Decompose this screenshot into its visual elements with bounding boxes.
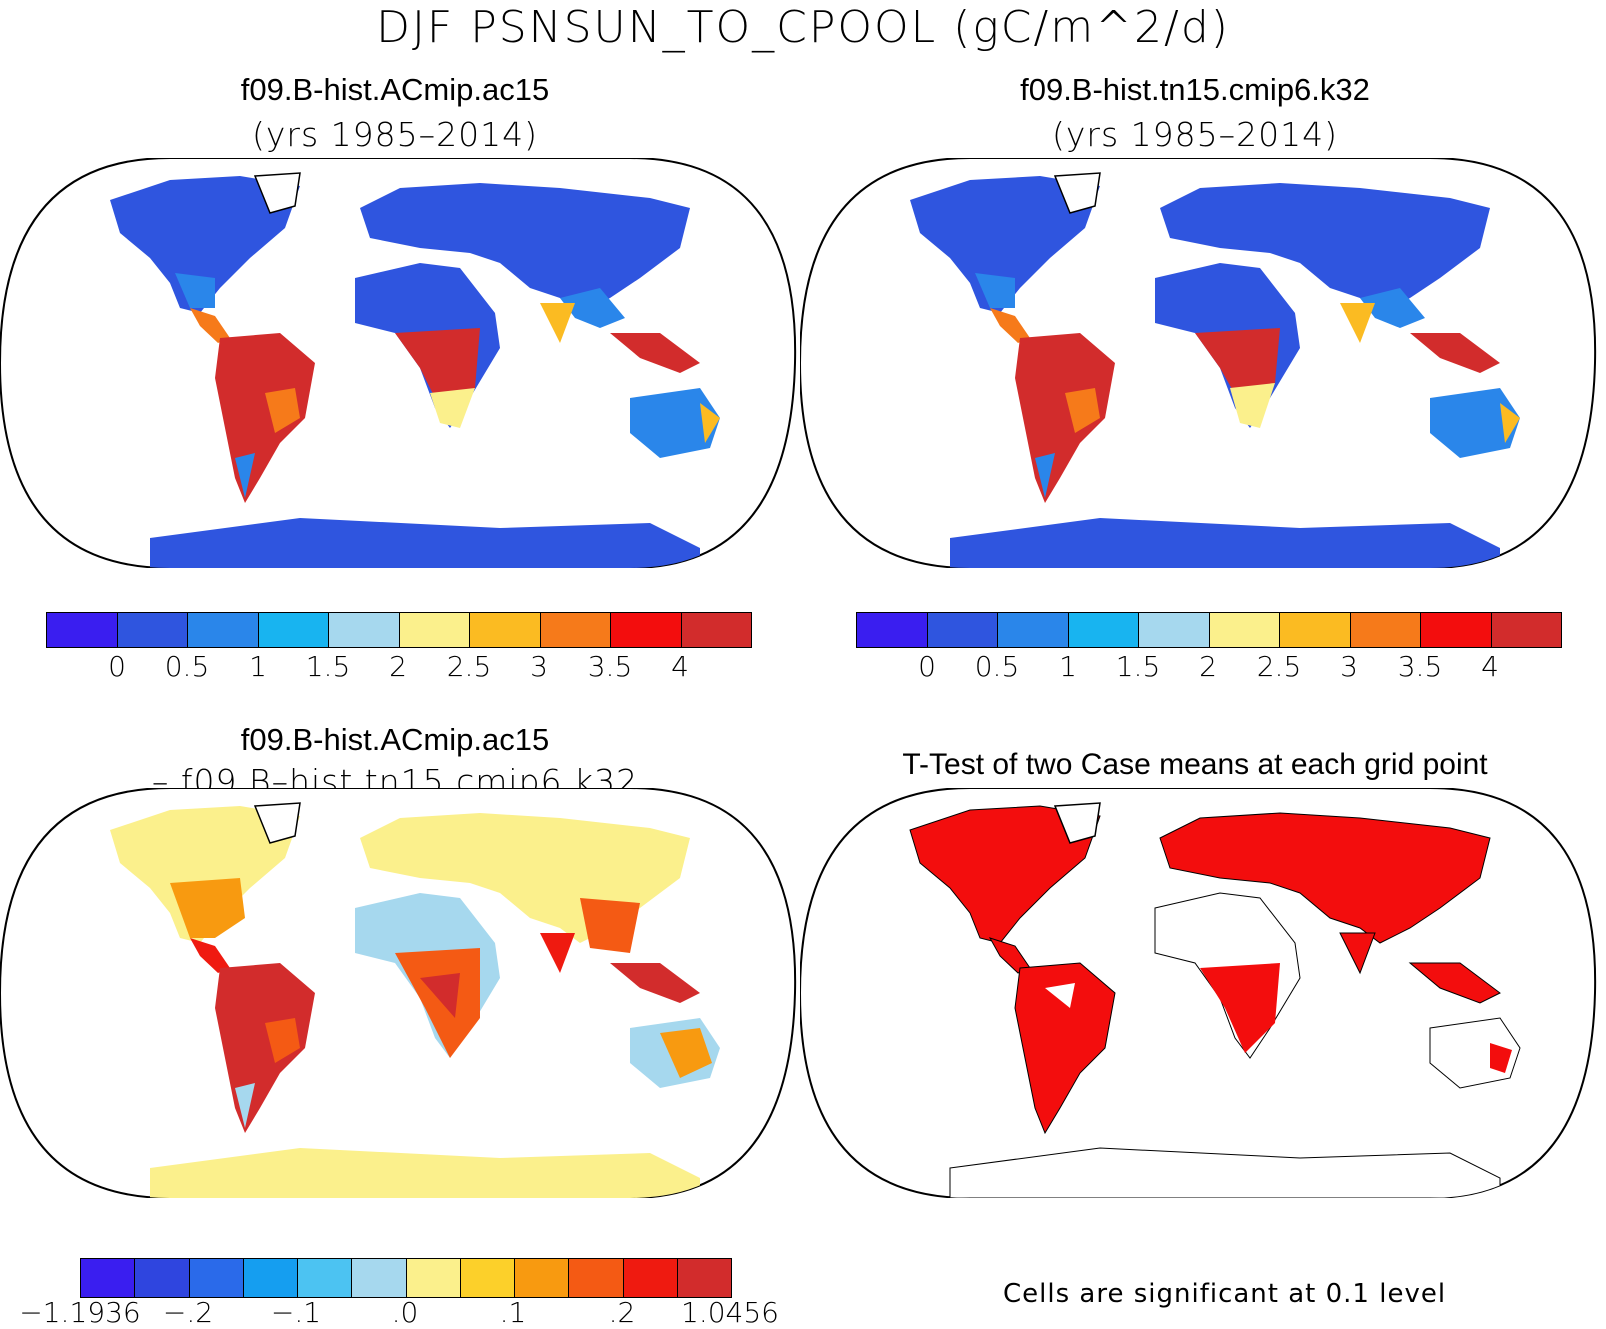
colorbar-tick: 2 xyxy=(1199,650,1217,683)
colorbar-swatch xyxy=(1421,613,1492,647)
colorbar-tick: 0.5 xyxy=(974,650,1020,683)
colorbar-swatch xyxy=(470,613,541,647)
colorbar-tick: 1.5 xyxy=(1115,650,1161,683)
panel-subtitle-top-right: (yrs 1985–2014) xyxy=(1052,115,1338,154)
colorbar-tick: 4 xyxy=(1481,650,1499,683)
colorbar-swatch xyxy=(135,1259,190,1297)
colorbar-tick: 3.5 xyxy=(587,650,633,683)
colorbar-swatch xyxy=(189,1259,244,1297)
colorbar-swatch xyxy=(998,613,1069,647)
colorbar-swatch xyxy=(611,613,682,647)
colorbar-swatch xyxy=(623,1259,678,1297)
colorbar-tick: −.2 xyxy=(162,1296,214,1329)
panel-subtitle-top-left: (yrs 1985–2014) xyxy=(252,115,538,154)
colorbar-bottom-left xyxy=(80,1258,732,1298)
colorbar-tick: .0 xyxy=(391,1296,419,1329)
colorbar-swatch xyxy=(540,613,611,647)
colorbar-top-left xyxy=(46,612,752,648)
colorbar-tick: 2.5 xyxy=(446,650,492,683)
colorbar-swatch xyxy=(47,613,118,647)
colorbar-tick: 1 xyxy=(1059,650,1077,683)
map-bottom-right xyxy=(800,788,1597,1198)
colorbar-swatch xyxy=(117,613,188,647)
colorbar-tick: 0.5 xyxy=(164,650,210,683)
colorbar-swatch xyxy=(399,613,470,647)
colorbar-top-right xyxy=(856,612,1562,648)
colorbar-swatch xyxy=(1280,613,1351,647)
colorbar-swatch xyxy=(569,1259,624,1297)
figure-title: DJF PSNSUN_TO_CPOOL (gC/m^2/d) xyxy=(376,2,1230,53)
panel-title-bottom-left: f09.B-hist.ACmip.ac15 xyxy=(240,722,550,757)
colorbar-tick: 3.5 xyxy=(1397,650,1443,683)
significance-note: Cells are significant at 0.1 level xyxy=(1003,1279,1447,1309)
colorbar-swatch xyxy=(1491,613,1561,647)
colorbar-tick: 3 xyxy=(1340,650,1358,683)
map-top-right xyxy=(800,158,1597,568)
colorbar-tick: 0 xyxy=(108,650,126,683)
colorbar-swatch xyxy=(243,1259,298,1297)
colorbar-swatch xyxy=(188,613,259,647)
colorbar-swatch xyxy=(1209,613,1280,647)
colorbar-tick: 1 xyxy=(249,650,267,683)
colorbar-swatch xyxy=(1139,613,1210,647)
colorbar-tick: 4 xyxy=(671,650,689,683)
colorbar-swatch xyxy=(857,613,928,647)
colorbar-swatch xyxy=(515,1259,570,1297)
colorbar-tick: −1.1936 xyxy=(19,1296,141,1329)
panel-title-bottom-right: T-Test of two Case means at each grid po… xyxy=(902,748,1488,781)
colorbar-swatch xyxy=(329,613,400,647)
colorbar-tick: 2 xyxy=(389,650,407,683)
colorbar-swatch xyxy=(681,613,751,647)
panel-title-top-right: f09.B-hist.tn15.cmip6.k32 xyxy=(1020,72,1370,107)
colorbar-tick: 3 xyxy=(530,650,548,683)
colorbar-swatch xyxy=(927,613,998,647)
colorbar-swatch xyxy=(406,1259,461,1297)
colorbar-swatch xyxy=(1068,613,1139,647)
colorbar-swatch xyxy=(258,613,329,647)
colorbar-swatch xyxy=(677,1259,731,1297)
colorbar-tick: −.1 xyxy=(270,1296,322,1329)
colorbar-tick: .1 xyxy=(499,1296,527,1329)
panel-title-top-left: f09.B-hist.ACmip.ac15 xyxy=(240,72,550,107)
colorbar-tick: 1.0456 xyxy=(681,1296,779,1329)
colorbar-tick: 0 xyxy=(918,650,936,683)
colorbar-tick: 2.5 xyxy=(1256,650,1302,683)
colorbar-swatch xyxy=(81,1259,136,1297)
colorbar-tick: 1.5 xyxy=(305,650,351,683)
map-bottom-left xyxy=(0,788,797,1198)
colorbar-tick: .2 xyxy=(608,1296,636,1329)
colorbar-swatch xyxy=(460,1259,515,1297)
map-top-left xyxy=(0,158,797,568)
colorbar-swatch xyxy=(352,1259,407,1297)
colorbar-swatch xyxy=(298,1259,353,1297)
colorbar-swatch xyxy=(1350,613,1421,647)
